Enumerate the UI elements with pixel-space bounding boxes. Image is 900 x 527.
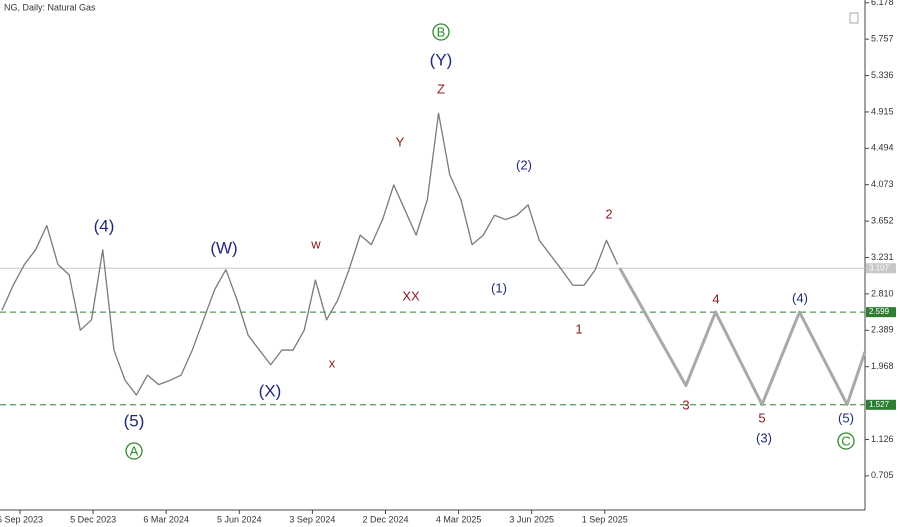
x-tick-label: 5 Dec 2023 [70, 514, 116, 524]
price-line [1, 112, 619, 396]
wave-label: 4 [712, 291, 719, 306]
wave-label: x [329, 355, 336, 370]
y-tick-label: 1.126 [871, 434, 894, 444]
wave-label: 1 [575, 321, 582, 336]
wave-circle [432, 23, 450, 41]
y-tick-label: 0.705 [871, 470, 894, 480]
wave-circle [837, 432, 855, 450]
y-tick-label: 5.336 [871, 70, 894, 80]
forecast-line [618, 267, 867, 407]
price-tag-label: 3.107 [869, 263, 890, 272]
wave-label: Z [437, 81, 445, 96]
y-tick-label: 1.968 [871, 361, 894, 371]
wave-label: (1) [491, 280, 507, 295]
x-tick-label: 3 Sep 2024 [289, 514, 335, 524]
x-tick-label: 3 Jun 2025 [509, 514, 554, 524]
wave-label: A [130, 443, 139, 458]
y-tick-label: 3.652 [871, 215, 894, 225]
y-tick-label: 2.389 [871, 325, 894, 335]
x-tick-label: 6 Sep 2023 [0, 514, 43, 524]
wave-label: 5 [758, 410, 765, 425]
wave-label: 3 [682, 397, 689, 412]
wave-circle [125, 442, 143, 460]
x-tick-label: 2 Dec 2024 [362, 514, 408, 524]
wave-label: (3) [756, 430, 772, 445]
info-icon[interactable] [849, 12, 859, 24]
price-tag [866, 263, 896, 274]
wave-label: (4) [94, 216, 115, 235]
wave-label: (2) [516, 157, 532, 172]
x-tick-label: 5 Jun 2024 [217, 514, 262, 524]
y-tick-label: 3.231 [871, 252, 894, 262]
chart-title: NG, Daily: Natural Gas [4, 2, 96, 12]
wave-label: XX [402, 288, 420, 303]
price-tag [866, 399, 896, 410]
y-tick-label: 4.073 [871, 179, 894, 189]
wave-label: (Y) [430, 50, 453, 69]
y-tick-label: 2.810 [871, 288, 894, 298]
x-tick-label: 6 Mar 2024 [143, 514, 189, 524]
wave-label: Y [396, 134, 405, 149]
x-tick-label: 1 Sep 2025 [582, 514, 628, 524]
wave-label: (5) [838, 410, 854, 425]
price-tag-label: 2.599 [869, 307, 890, 316]
price-tag [866, 307, 896, 318]
wave-label: (W) [210, 238, 237, 257]
y-tick-label: 4.915 [871, 106, 894, 116]
price-tag-label: 1.527 [869, 400, 890, 409]
wave-label: B [437, 24, 446, 39]
wave-label: 2 [605, 206, 612, 221]
wave-label: w [310, 236, 321, 251]
x-tick-label: 4 Mar 2025 [436, 514, 482, 524]
wave-label: (5) [124, 411, 145, 430]
wave-label: (4) [792, 290, 808, 305]
y-tick-label: 5.757 [871, 34, 894, 44]
wave-label: (X) [259, 381, 282, 400]
y-tick-label: 4.494 [871, 143, 894, 153]
y-tick-label: 6.178 [871, 0, 894, 7]
wave-label: C [841, 433, 850, 448]
